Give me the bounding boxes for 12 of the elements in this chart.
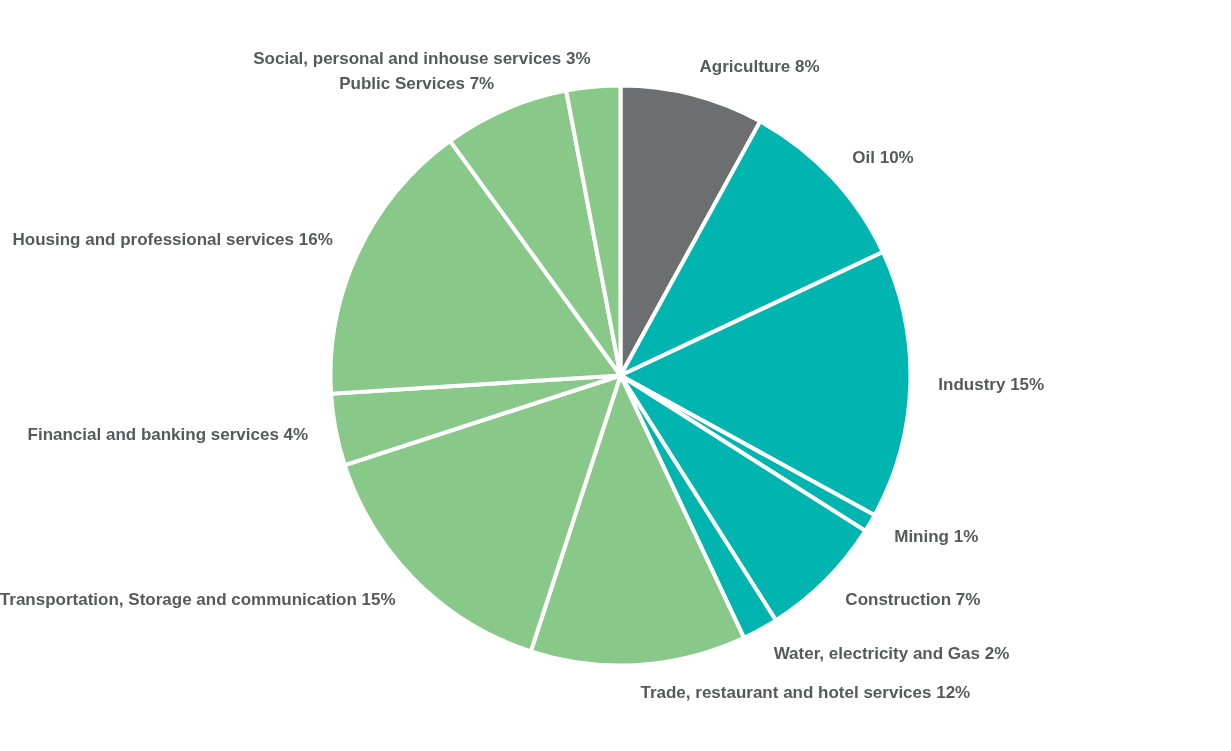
slice-label: Industry 15% <box>938 375 1045 395</box>
slice-label: Trade, restaurant and hotel services 12% <box>640 682 971 702</box>
slice-label: Public Services 7% <box>339 73 495 93</box>
slice-label: Financial and banking services 4% <box>27 425 309 445</box>
slice-label: Construction 7% <box>845 590 981 610</box>
slice-label: Housing and professional services 16% <box>12 230 333 250</box>
slice-label: Mining 1% <box>894 527 979 547</box>
slice-label: Agriculture 8% <box>699 57 820 77</box>
slice-label: Water, electricity and Gas 2% <box>773 644 1010 664</box>
slice-label: Social, personal and inhouse services 3% <box>253 48 591 68</box>
slice-label: Transportation, Storage and communication 15% <box>0 590 396 610</box>
slice-label: Oil 10% <box>852 147 914 167</box>
